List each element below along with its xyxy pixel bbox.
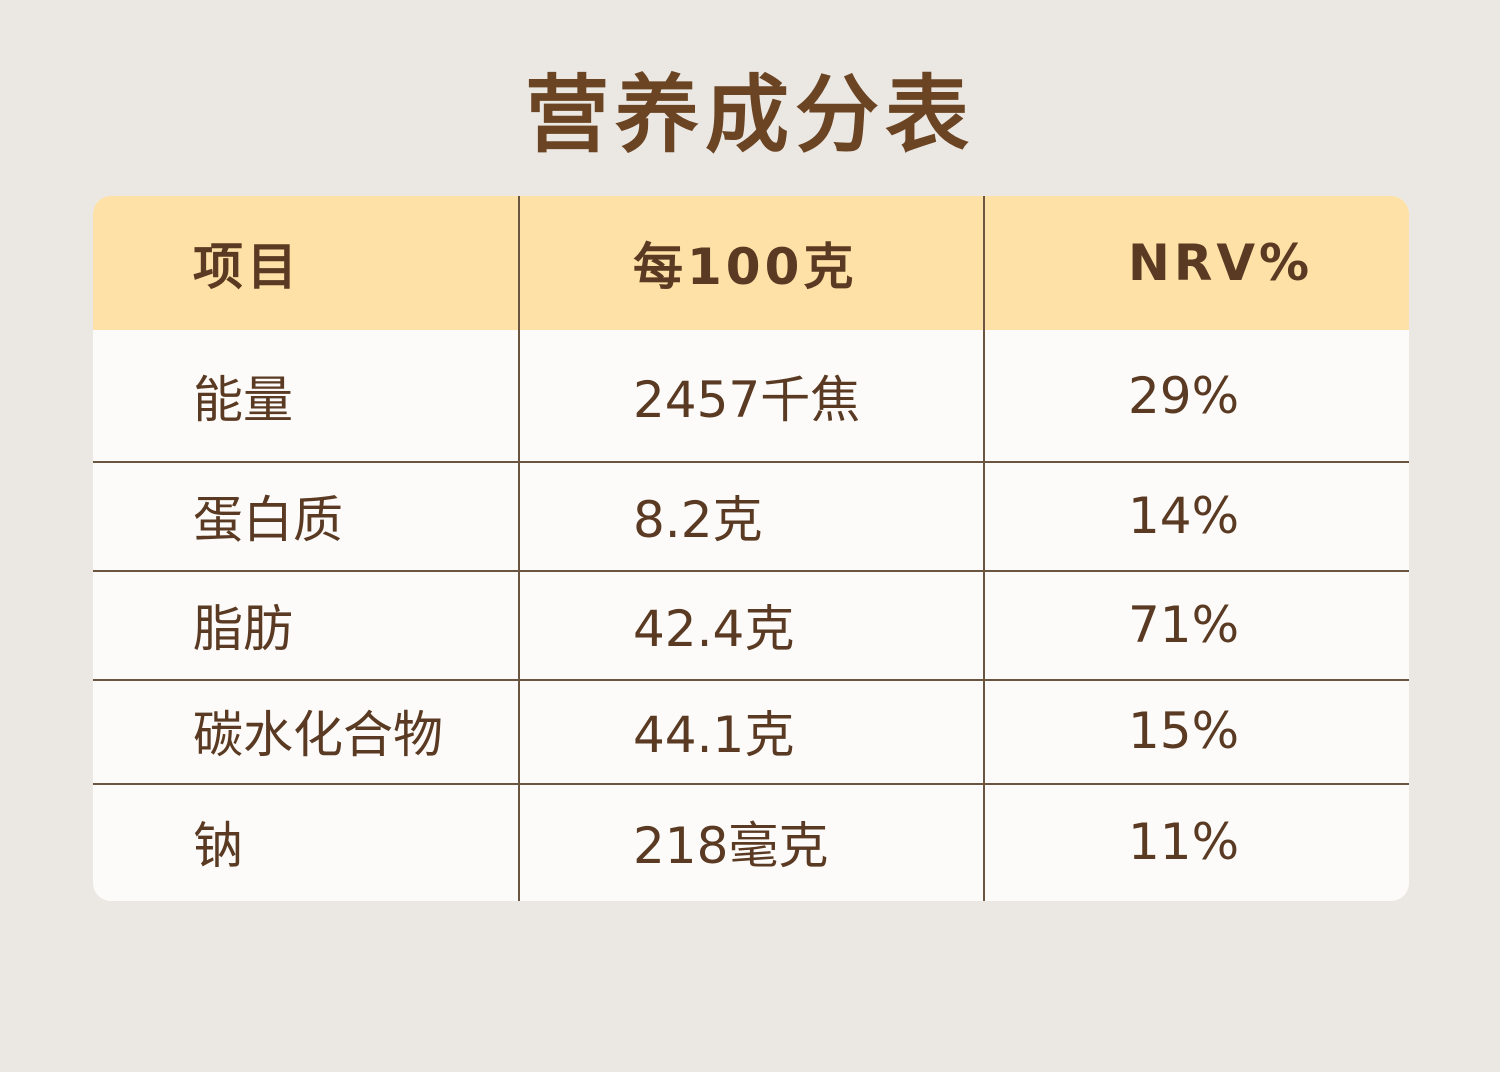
table-cell: 8.2克 [633, 490, 763, 549]
table-row: 钠 218毫克 11% [93, 783, 1409, 901]
table-cell: 能量 [193, 370, 293, 429]
table-cell: 碳水化合物 [193, 706, 443, 764]
table-cell: 2457千焦 [633, 370, 861, 429]
table-row: 碳水化合物 44.1克 15% [93, 679, 1409, 783]
header-cell: 项目 [193, 238, 301, 296]
title: 营养成分表 [524, 66, 975, 164]
table-cell: 15% [1128, 702, 1240, 760]
table-cell: 29% [1128, 366, 1240, 425]
row-divider [93, 679, 1409, 681]
header-cell: 每100克 [633, 238, 858, 296]
table-row: 脂肪 42.4克 71% [93, 570, 1409, 679]
table-cell: 蛋白质 [193, 490, 343, 549]
row-divider [93, 783, 1409, 785]
table-cell: 218毫克 [633, 817, 829, 875]
row-divider [93, 461, 1409, 463]
header-row: 项目 每100克 NRV% [93, 196, 1409, 330]
table-cell: 脂肪 [193, 599, 293, 658]
table-cell: 44.1克 [633, 706, 795, 764]
table-cell: 钠 [193, 817, 243, 875]
table-cell: 71% [1128, 595, 1240, 654]
table-cell: 14% [1128, 486, 1240, 545]
divider [983, 196, 985, 901]
table-row: 能量 2457千焦 29% [93, 330, 1409, 461]
table-cell: 11% [1128, 813, 1240, 871]
row-divider [93, 570, 1409, 572]
table-cell: 42.4克 [633, 599, 795, 658]
divider [518, 196, 520, 901]
header-cell: NRV% [1128, 234, 1314, 292]
nutrition-table: 项目 每100克 NRV% 能量 2457千焦 29% 蛋白质 8.2克 14% 脂肪 42.… [93, 196, 1409, 901]
table-row: 蛋白质 8.2克 14% [93, 461, 1409, 570]
